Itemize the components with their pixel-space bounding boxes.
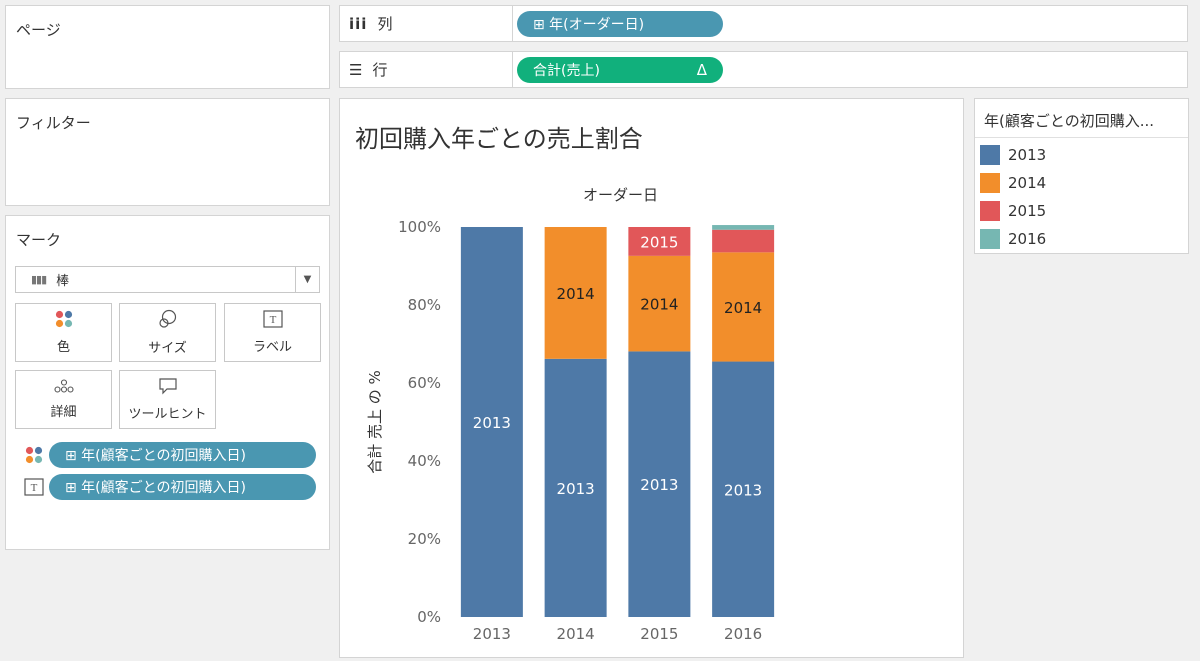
legend-label: 2014 — [1008, 174, 1047, 192]
bar-segment — [712, 252, 775, 362]
bar-segment — [712, 225, 775, 230]
bar-data-label: 2013 — [473, 414, 511, 432]
columns-shelf-label: iii 列 — [340, 6, 513, 41]
x-tick-label: 2014 — [557, 625, 595, 643]
tooltip-button-label: ツールヒント — [128, 407, 207, 422]
detail-button[interactable]: 詳細 — [15, 370, 112, 429]
columns-label-text: 列 — [377, 15, 393, 33]
label-field-pill[interactable]: ⊞ 年(顧客ごとの初回購入日) — [49, 474, 316, 500]
bar-segment — [628, 255, 691, 352]
bar-data-label: 2013 — [640, 476, 678, 494]
y-tick-label: 40% — [408, 452, 441, 470]
pages-title: ページ — [16, 21, 61, 39]
legend-swatch — [980, 173, 1000, 193]
legend-item-2014[interactable]: 2014 — [980, 173, 1046, 193]
legend-label: 2013 — [1008, 146, 1047, 164]
bar-data-label: 2013 — [724, 481, 762, 499]
bar-data-label: 2014 — [724, 299, 762, 317]
y-tick-label: 60% — [408, 374, 441, 392]
color-button[interactable]: 色 — [15, 303, 112, 362]
y-tick-label: 0% — [417, 608, 441, 626]
color-dots-icon — [55, 310, 72, 328]
bar-segment — [628, 351, 691, 617]
columns-icon: iii — [349, 14, 368, 33]
text-label-icon: T — [262, 310, 283, 328]
y-axis-title: 合計 売上 の % — [366, 370, 384, 474]
filters-panel[interactable]: フィルター — [5, 98, 330, 206]
label-button-label: ラベル — [252, 340, 292, 355]
label-button[interactable]: T ラベル — [224, 303, 321, 362]
mark-type-value: 棒 — [56, 274, 70, 289]
columns-shelf[interactable]: iii 列 ⊞ 年(オーダー日) — [339, 5, 1188, 42]
color-field-pill[interactable]: ⊞ 年(顧客ごとの初回購入日) — [49, 442, 316, 468]
color-field-icon — [25, 446, 43, 464]
y-tick-label: 100% — [398, 218, 441, 236]
legend-label: 2015 — [1008, 202, 1047, 220]
rows-shelf[interactable]: ☰ 行 合計(売上) Δ — [339, 51, 1188, 88]
chevron-down-icon[interactable]: ▼ — [295, 267, 319, 292]
tooltip-bubble-icon — [158, 378, 177, 395]
view-title: 初回購入年ごとの売上割合 — [355, 125, 643, 153]
rows-pill-text: 合計(売上) — [533, 63, 600, 79]
legend-swatch — [980, 201, 1000, 221]
mark-type-dropdown[interactable]: ▮▮▮ 棒 ▼ — [15, 266, 320, 293]
legend-item-2016[interactable]: 2016 — [980, 229, 1046, 249]
y-tick-label: 20% — [408, 530, 441, 548]
legend-title: 年(顧客ごとの初回購入... — [984, 112, 1155, 130]
legend-item-2015[interactable]: 2015 — [980, 201, 1046, 221]
legend-label: 2016 — [1008, 230, 1047, 248]
svg-text:T: T — [31, 482, 38, 494]
bar-chart-icon: ▮▮▮ — [31, 273, 47, 286]
bar-segment — [712, 361, 775, 617]
bar-segment — [460, 227, 523, 617]
label-field-icon: T — [24, 478, 44, 496]
bar-data-label: 2014 — [557, 285, 595, 303]
rows-label-text: 行 — [372, 61, 388, 79]
bar-segment — [544, 227, 607, 359]
pages-panel: ページ — [5, 5, 330, 89]
color-button-label: 色 — [56, 340, 70, 355]
y-tick-label: 80% — [408, 296, 441, 314]
legend-swatch — [980, 145, 1000, 165]
x-tick-label: 2015 — [640, 625, 678, 643]
svg-text:T: T — [269, 314, 276, 326]
bar-data-label: 2014 — [640, 296, 678, 314]
x-tick-label: 2016 — [724, 625, 762, 643]
size-button[interactable]: サイズ — [119, 303, 216, 362]
bar-segment — [544, 358, 607, 617]
table-calc-delta-icon: Δ — [696, 61, 707, 79]
size-circles-icon — [158, 309, 176, 328]
bar-segment — [712, 229, 775, 253]
rows-shelf-label: ☰ 行 — [340, 52, 513, 87]
x-axis-header: オーダー日 — [583, 186, 658, 204]
detail-dots-icon — [53, 379, 74, 393]
color-field-pill-text: ⊞ 年(顧客ごとの初回購入日) — [65, 448, 246, 464]
color-legend: 年(顧客ごとの初回購入... 2013 2014 2015 2016 — [974, 98, 1189, 254]
label-field-pill-text: ⊞ 年(顧客ごとの初回購入日) — [65, 480, 246, 496]
rows-icon: ☰ — [349, 60, 363, 79]
columns-pill-order-year[interactable]: ⊞ 年(オーダー日) — [517, 11, 723, 37]
detail-button-label: 詳細 — [50, 405, 77, 420]
marks-title: マーク — [16, 231, 62, 249]
filters-title: フィルター — [16, 114, 91, 132]
bar-data-label: 2013 — [557, 480, 595, 498]
legend-item-2013[interactable]: 2013 — [980, 145, 1046, 165]
x-tick-label: 2013 — [473, 625, 511, 643]
legend-swatch — [980, 229, 1000, 249]
bar-segment — [628, 227, 691, 256]
bar-data-label: 2015 — [640, 233, 678, 251]
columns-pill-text: ⊞ 年(オーダー日) — [533, 17, 645, 33]
view-panel: 初回購入年ごとの売上割合 オーダー日合計 売上 の % 0% 20% 40% 60% 80… — [339, 98, 964, 658]
tooltip-button[interactable]: ツールヒント — [119, 370, 216, 429]
size-button-label: サイズ — [148, 341, 187, 356]
rows-pill-sales-sum[interactable]: 合計(売上) Δ — [517, 57, 723, 83]
marks-panel: マーク ▮▮▮ 棒 ▼ 色 サイズ T ラベル 詳細 — [5, 215, 330, 550]
